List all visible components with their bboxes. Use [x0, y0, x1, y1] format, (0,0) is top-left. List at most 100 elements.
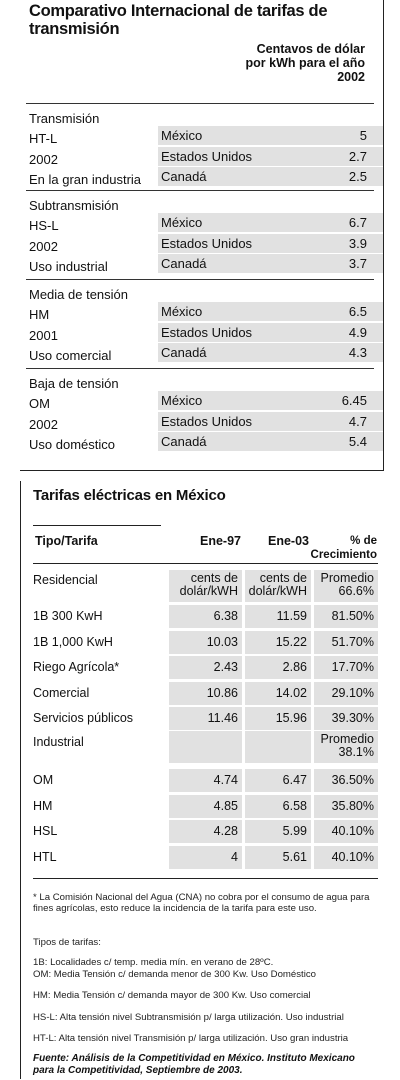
group-label: HT-L	[29, 131, 58, 146]
tariff-cell-crec: 81.50%	[314, 605, 378, 628]
group-label: 2002	[29, 152, 58, 167]
residencial-promedio: Promedio 66.6%	[314, 570, 378, 602]
group-label: En la gran industria	[29, 172, 142, 187]
value-cell: 4.3	[267, 343, 383, 362]
tariff-cell-ene97: 4.28	[169, 820, 242, 843]
table2-bottom-rule	[33, 878, 378, 879]
tariff-cell-ene03: 15.96	[245, 707, 311, 730]
tipos-title: Tipos de tarifas:	[33, 937, 101, 948]
mexico-tariff-panel: Tarifas eléctricas en México Tipo/Tarifa…	[20, 481, 384, 1079]
country-cell: México	[158, 391, 278, 410]
value-cell: 6.45	[267, 391, 383, 410]
tariff-cell-ene03: 5.61	[245, 845, 311, 869]
tariff-cell-ene97: 11.46	[169, 707, 242, 730]
country-cell: México	[158, 302, 278, 321]
tarifa-label: Servicios públicos	[33, 711, 134, 725]
header-ene97: Ene-97	[200, 534, 241, 548]
tarifa-label: HSL	[33, 824, 58, 838]
group-divider	[26, 368, 374, 369]
group-label: Subtransmisión	[29, 198, 119, 213]
tariff-cell-ene97: 10.86	[169, 681, 242, 705]
tariff-cell-ene03: 6.58	[245, 794, 311, 818]
country-cell: México	[158, 126, 278, 145]
country-cell: Estados Unidos	[158, 147, 278, 166]
industrial-label: Industrial	[33, 735, 84, 749]
industrial-blank97	[169, 731, 242, 763]
tipo-4: HS-L: Alta tensión nivel Subtransmisión …	[33, 1012, 344, 1023]
value-cell: 4.9	[267, 323, 383, 342]
tariff-cell-ene03: 14.02	[245, 681, 311, 705]
group-label: Baja de tensión	[29, 376, 119, 391]
group-label: Uso doméstico	[29, 437, 115, 452]
tariff-cell-crec: 39.30%	[314, 707, 378, 730]
country-cell: Estados Unidos	[158, 412, 278, 431]
footnote: * La Comisión Nacional del Agua (CNA) no…	[33, 892, 370, 914]
tariff-cell-ene97: 4.85	[169, 794, 242, 818]
tariff-cell-crec: 17.70%	[314, 656, 378, 679]
group-label: 2002	[29, 417, 58, 432]
tarifa-label: 1B 1,000 KwH	[33, 634, 113, 649]
group-label: Transmisión	[29, 111, 100, 126]
group-divider	[26, 279, 374, 280]
tarifa-label: Comercial	[33, 685, 90, 700]
value-cell: 5	[267, 126, 383, 145]
group-label: HM	[29, 307, 50, 322]
tariff-cell-crec: 35.80%	[314, 794, 378, 818]
header-ene03: Ene-03	[268, 534, 309, 548]
country-cell: Canadá	[158, 343, 278, 362]
group-label: OM	[29, 396, 50, 411]
header-bottom-rule	[33, 563, 378, 564]
group-label: Uso comercial	[29, 348, 112, 363]
value-cell: 5.4	[267, 432, 383, 451]
tariff-cell-crec: 51.70%	[314, 630, 378, 654]
tipo-2: OM: Media Tensión c/ demanda menor de 30…	[33, 969, 316, 980]
group-label: Uso industrial	[29, 259, 108, 274]
country-cell: Canadá	[158, 167, 278, 186]
industrial-promedio: Promedio 38.1%	[314, 731, 378, 763]
tariff-cell-ene97: 4	[169, 845, 242, 869]
tarifa-label: HTL	[33, 849, 57, 864]
tariff-cell-ene03: 15.22	[245, 630, 311, 654]
tariff-cell-ene03: 6.47	[245, 769, 311, 792]
country-cell: Canadá	[158, 432, 278, 451]
table1-unit-header: Centavos de dólar por kWh para el año 20…	[245, 42, 365, 84]
tariff-cell-crec: 36.50%	[314, 769, 378, 792]
tariff-cell-ene97: 4.74	[169, 769, 242, 792]
group-label: Media de tensión	[29, 287, 129, 302]
tariff-cell-crec: 40.10%	[314, 845, 378, 869]
transmission-tariff-panel: Comparativo Internacional de tarifas de …	[20, 0, 384, 471]
country-cell: Canadá	[158, 254, 278, 273]
tariff-cell-ene03: 5.99	[245, 820, 311, 843]
country-cell: Estados Unidos	[158, 234, 278, 253]
tariff-cell-ene97: 2.43	[169, 656, 242, 679]
value-cell: 2.7	[267, 147, 383, 166]
tariff-cell-ene03: 11.59	[245, 605, 311, 628]
table1-title: Comparativo Internacional de tarifas de …	[29, 2, 328, 38]
tarifa-label: OM	[33, 773, 54, 787]
country-cell: Estados Unidos	[158, 323, 278, 342]
tariff-cell-ene97: 10.03	[169, 630, 242, 654]
value-cell: 2.5	[267, 167, 383, 186]
group-label: 2001	[29, 328, 58, 343]
value-cell: 4.7	[267, 412, 383, 431]
table2-title: Tarifas eléctricas en México	[33, 487, 226, 504]
industrial-blank03	[245, 731, 311, 763]
tarifa-label: HM	[33, 798, 53, 813]
tariff-cell-crec: 40.10%	[314, 820, 378, 843]
tipo-3: HM: Media Tensión c/ demanda mayor de 30…	[33, 990, 311, 1001]
tariff-cell-ene97: 6.38	[169, 605, 242, 628]
tarifa-label: 1B 300 KwH	[33, 609, 103, 623]
source-citation: Fuente: Análisis de la Competitividad en…	[33, 1053, 355, 1076]
value-cell: 3.9	[267, 234, 383, 253]
residencial-unit97: cents de dolár/kWH	[169, 570, 242, 602]
header-tipo: Tipo/Tarifa	[35, 534, 98, 548]
tipo-1: 1B: Localidades c/ temp. media mín. en v…	[33, 957, 274, 968]
group-divider	[26, 103, 374, 104]
group-label: 2002	[29, 239, 58, 254]
header-crecimiento: % de Crecimiento	[310, 535, 377, 561]
tariff-cell-ene03: 2.86	[245, 656, 311, 679]
residencial-label: Residencial	[33, 573, 98, 587]
tipo-5: HT-L: Alta tensión nivel Transmisión p/ …	[33, 1033, 349, 1044]
group-divider	[26, 190, 374, 191]
residencial-unit03: cents de dolár/kWH	[245, 570, 311, 602]
